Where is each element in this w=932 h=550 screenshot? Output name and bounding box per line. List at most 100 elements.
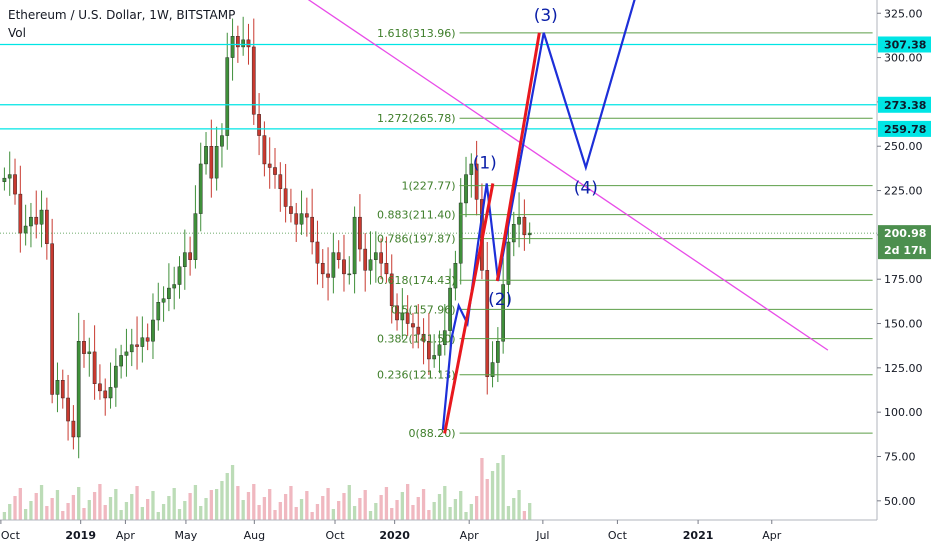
volume-bar (230, 465, 235, 520)
candle-body (384, 263, 389, 275)
volume-bar (71, 495, 76, 520)
x-tick-label: Apr (460, 529, 480, 542)
volume-bar (379, 495, 383, 520)
volume-bar (506, 506, 511, 520)
volume-bar (167, 496, 171, 520)
volume-bar (66, 503, 70, 520)
volume-bar (108, 497, 113, 520)
candle-body (236, 36, 240, 48)
price-badge-label: 259.78 (884, 123, 926, 136)
candle-body (437, 344, 442, 356)
wave-projection-drawing: (1)(2)(3)(4)(5) (307, 0, 829, 434)
candle-body (7, 174, 12, 179)
candle-body (331, 252, 336, 278)
candle-body (119, 355, 123, 367)
candle-body (262, 135, 267, 165)
volume-bar (501, 455, 505, 520)
candle-body (315, 241, 320, 264)
volume-bar (395, 500, 399, 520)
y-tick-label: 175.00 (884, 273, 923, 286)
candle-body (172, 284, 177, 289)
x-tick-label: 2021 (683, 529, 714, 542)
volume-bar (18, 488, 22, 520)
volume-bar (29, 501, 33, 520)
price-badge-bg (878, 225, 931, 260)
candle-body (108, 387, 113, 399)
candle-body (522, 216, 527, 236)
volume-bar (358, 498, 362, 520)
candle-body (442, 330, 447, 346)
fib-level-label: 1(227.77) (401, 180, 455, 193)
volume-bar (161, 504, 166, 520)
volume-bar (273, 510, 277, 520)
volume-bar (119, 510, 123, 520)
candle-body (427, 341, 431, 360)
price-axis-background (877, 0, 932, 550)
price-badge-bg (878, 120, 931, 137)
wave-label: (3) (534, 6, 558, 26)
candle-body (182, 252, 187, 267)
volume-bar (337, 501, 341, 520)
candle-body (496, 341, 500, 363)
volume-bar (39, 485, 44, 520)
volume-bar (305, 491, 309, 520)
volume-bar (124, 502, 129, 520)
candle-body (135, 344, 139, 347)
candle-body (289, 206, 293, 214)
candle-body (156, 302, 161, 321)
candle-body (103, 390, 108, 399)
x-tick-label: Oct (1, 529, 21, 542)
volume-bar (156, 512, 160, 520)
x-tick-label: 2020 (379, 529, 410, 542)
volume-bar (321, 496, 325, 520)
volume-bar (140, 507, 145, 520)
wave-label: (2) (488, 290, 512, 310)
candle-body (310, 216, 314, 243)
volume-bar (390, 508, 394, 520)
volume-bar (92, 492, 97, 520)
candle-body (474, 163, 479, 200)
fib-level-label: 0.786(197.87) (377, 233, 456, 246)
y-tick-label: 300.00 (884, 52, 923, 65)
volume-bar (443, 486, 447, 520)
candle-body (453, 263, 458, 289)
price-badge: 307.38 (878, 36, 931, 53)
volume-bar (352, 506, 357, 520)
price-badge: 273.38 (878, 96, 931, 113)
y-tick-label: 100.00 (884, 406, 923, 419)
horizontal-levels (0, 43, 877, 234)
volume-bar (448, 507, 452, 520)
volume-bar (459, 491, 463, 520)
candle-body (421, 333, 426, 342)
volume-bar (241, 500, 245, 520)
red-projection-segment (495, 32, 541, 282)
volume-bar (257, 505, 261, 520)
candle-body (209, 146, 214, 179)
volume-bar (326, 488, 330, 520)
price-axis[interactable]: 400.00375.00350.00325.00300.00275.00250.… (876, 0, 932, 550)
price-badge: 259.78 (878, 120, 931, 137)
candle-body (167, 287, 171, 299)
candle-body (501, 284, 506, 342)
volume-bar (315, 504, 320, 520)
volume-bar (432, 502, 436, 520)
volume-bar (278, 502, 282, 520)
volume-bar (77, 487, 81, 520)
volume-bar (45, 506, 49, 520)
time-axis[interactable]: Oct 2019 Apr May Aug Oct 2020 Apr Jul Oct 2021 Apr (0, 519, 932, 550)
candle-body (98, 383, 102, 392)
price-badge-label: 307.38 (884, 38, 926, 51)
volume-bar (50, 498, 54, 520)
volume-bar (135, 486, 139, 520)
candle-body (432, 355, 437, 360)
candle-body (299, 213, 304, 225)
candle-body (66, 397, 70, 422)
volume-bar (98, 484, 102, 520)
candle-body (45, 209, 49, 244)
candle-body (246, 39, 251, 48)
candle-body (214, 146, 219, 179)
y-tick-label: 75.00 (884, 451, 916, 464)
candle-body (352, 216, 357, 275)
candle-body (140, 337, 145, 347)
